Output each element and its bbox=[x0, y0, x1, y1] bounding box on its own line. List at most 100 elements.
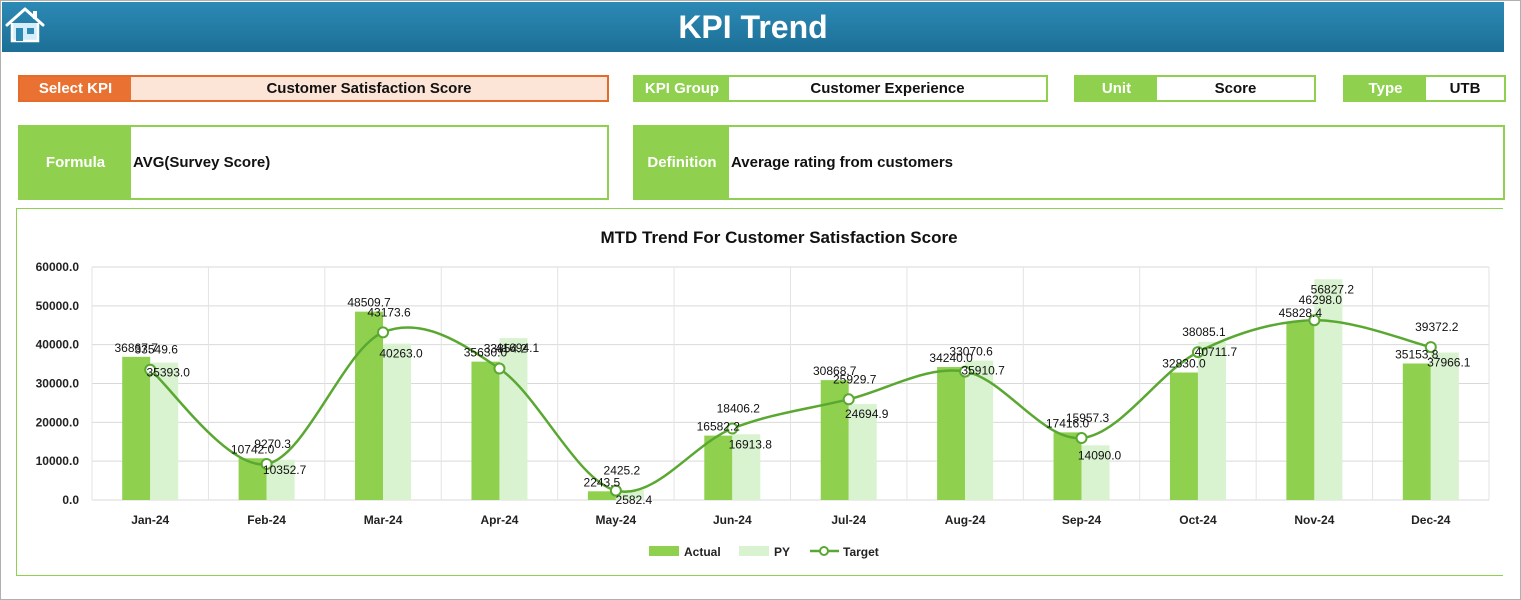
select-kpi-dropdown[interactable]: Customer Satisfaction Score bbox=[131, 77, 607, 100]
actual-bar bbox=[937, 367, 966, 500]
actual-data-label: 17416.0 bbox=[1046, 416, 1090, 430]
py-bar bbox=[1197, 341, 1226, 500]
py-data-label: 14090.0 bbox=[1078, 448, 1122, 462]
target-data-label: 46298.0 bbox=[1299, 293, 1343, 307]
actual-bar bbox=[1053, 432, 1082, 500]
target-marker bbox=[144, 363, 157, 376]
py-data-label: 35393.0 bbox=[147, 366, 191, 380]
definition-value: Average rating from customers bbox=[731, 154, 954, 171]
type-label: Type bbox=[1345, 77, 1426, 100]
target-marker bbox=[260, 458, 273, 471]
py-bar bbox=[383, 343, 412, 500]
py-data-label: 2582.4 bbox=[616, 493, 653, 507]
target-data-label: 25929.7 bbox=[833, 372, 877, 386]
py-bar bbox=[848, 404, 877, 500]
target-marker bbox=[959, 365, 972, 378]
unit-value: Score bbox=[1214, 80, 1257, 97]
py-data-label: 16913.8 bbox=[729, 437, 773, 451]
x-tick-label: May-24 bbox=[596, 513, 637, 527]
target-data-label: 9270.3 bbox=[254, 437, 291, 451]
x-tick-label: Sep-24 bbox=[1062, 513, 1102, 527]
py-data-label: 24694.9 bbox=[845, 407, 889, 421]
target-marker bbox=[609, 484, 622, 497]
legend-actual-swatch bbox=[649, 546, 679, 556]
py-bar bbox=[1430, 352, 1459, 500]
x-tick-label: Jun-24 bbox=[713, 513, 752, 527]
x-tick-label: Apr-24 bbox=[480, 513, 518, 527]
legend-target-marker bbox=[819, 546, 829, 556]
x-tick-label: Oct-24 bbox=[1179, 513, 1217, 527]
actual-data-label: 36867.7 bbox=[115, 341, 159, 355]
py-bar bbox=[1081, 445, 1110, 500]
actual-bar bbox=[704, 435, 733, 500]
legend-target-label: Target bbox=[843, 545, 879, 559]
y-tick-label: 0.0 bbox=[62, 493, 79, 507]
select-kpi-label: Select KPI bbox=[20, 77, 131, 100]
py-data-label: 10352.7 bbox=[263, 463, 307, 477]
title-banner: KPI Trend bbox=[2, 2, 1504, 52]
select-kpi-field: Select KPI Customer Satisfaction Score bbox=[18, 75, 609, 102]
type-value: UTB bbox=[1449, 80, 1481, 97]
x-tick-label: Mar-24 bbox=[364, 513, 403, 527]
x-tick-label: Aug-24 bbox=[945, 513, 986, 527]
x-tick-label: Jul-24 bbox=[831, 513, 866, 527]
target-marker bbox=[1308, 314, 1321, 327]
target-marker bbox=[377, 326, 390, 339]
legend-actual-label: Actual bbox=[684, 545, 721, 559]
actual-bar bbox=[1286, 322, 1315, 500]
actual-bar bbox=[122, 356, 151, 500]
unit-field: Unit Score bbox=[1074, 75, 1316, 102]
py-bar bbox=[965, 360, 994, 500]
py-data-label: 56827.2 bbox=[1311, 282, 1355, 296]
actual-data-label: 2243.5 bbox=[584, 475, 621, 489]
x-tick-label: Dec-24 bbox=[1411, 513, 1451, 527]
target-data-label: 33854.2 bbox=[484, 342, 528, 356]
y-tick-label: 30000.0 bbox=[36, 377, 80, 391]
target-data-label: 2425.2 bbox=[604, 464, 641, 478]
actual-bar bbox=[1402, 363, 1431, 500]
target-data-label: 18406.2 bbox=[717, 402, 761, 416]
type-field: Type UTB bbox=[1343, 75, 1506, 102]
home-icon[interactable] bbox=[4, 6, 46, 44]
page-title: KPI Trend bbox=[678, 9, 828, 45]
kpi-group-label: KPI Group bbox=[635, 77, 729, 100]
actual-data-label: 48509.7 bbox=[347, 296, 391, 310]
chart-legend: Actual PY Target bbox=[649, 545, 879, 559]
target-data-label: 43173.6 bbox=[367, 305, 411, 319]
y-tick-label: 10000.0 bbox=[36, 454, 80, 468]
y-tick-label: 50000.0 bbox=[36, 299, 80, 313]
legend-py-label: PY bbox=[774, 545, 790, 559]
kpi-group-value: Customer Experience bbox=[810, 80, 965, 97]
y-tick-label: 20000.0 bbox=[36, 415, 80, 429]
legend-py-swatch bbox=[739, 546, 769, 556]
target-marker bbox=[842, 393, 855, 406]
target-data-label: 39372.2 bbox=[1415, 320, 1459, 334]
target-marker bbox=[1424, 341, 1437, 354]
py-data-label: 41694.1 bbox=[496, 341, 540, 355]
actual-data-label: 10742.0 bbox=[231, 442, 275, 456]
target-marker bbox=[1075, 432, 1088, 445]
actual-bar bbox=[471, 361, 500, 500]
target-data-label: 38085.1 bbox=[1182, 325, 1226, 339]
py-data-label: 40263.0 bbox=[379, 347, 423, 361]
y-tick-label: 60000.0 bbox=[36, 260, 80, 274]
actual-data-label: 32830.0 bbox=[1162, 357, 1206, 371]
definition-field: Definition Average rating from customers bbox=[633, 125, 1505, 200]
unit-label: Unit bbox=[1076, 77, 1157, 100]
py-bar bbox=[615, 489, 644, 500]
actual-bar bbox=[587, 491, 616, 500]
chart-panel: MTD Trend For Customer Satisfaction Scor… bbox=[16, 208, 1503, 576]
actual-data-label: 45828.4 bbox=[1279, 306, 1323, 320]
py-bar bbox=[1314, 279, 1343, 500]
x-tick-label: Nov-24 bbox=[1294, 513, 1334, 527]
kpi-trend-chart: MTD Trend For Customer Satisfaction Scor… bbox=[36, 228, 1490, 559]
formula-value: AVG(Survey Score) bbox=[133, 154, 271, 171]
py-data-label: 35910.7 bbox=[961, 364, 1005, 378]
py-bar bbox=[732, 434, 761, 500]
actual-data-label: 35630.0 bbox=[464, 346, 508, 360]
py-data-label: 40711.7 bbox=[1195, 345, 1238, 359]
x-tick-label: Feb-24 bbox=[247, 513, 286, 527]
formula-label: Formula bbox=[20, 127, 131, 198]
formula-field: Formula AVG(Survey Score) bbox=[18, 125, 609, 200]
x-tick-label: Jan-24 bbox=[131, 513, 169, 527]
